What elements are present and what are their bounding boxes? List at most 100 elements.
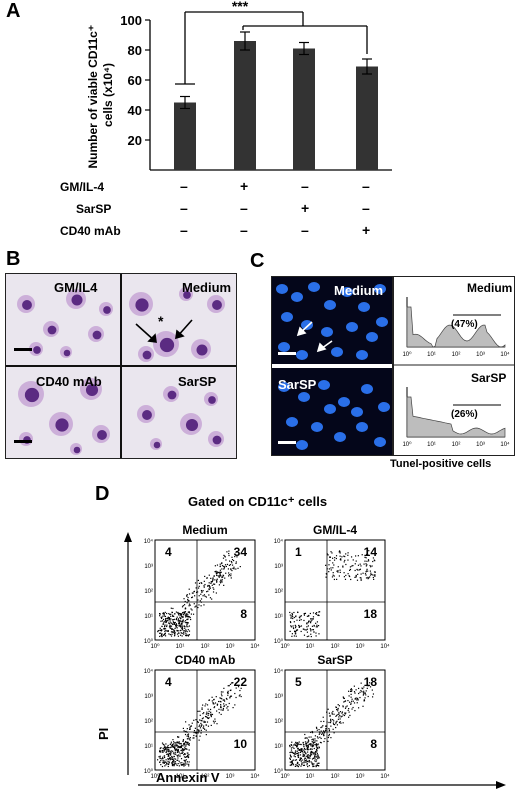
flow-dot [162, 760, 164, 762]
flow-dot [182, 745, 184, 747]
flow-dot [185, 742, 187, 744]
flow-dot [191, 592, 193, 594]
flow-dot [185, 633, 187, 635]
flow-dot [173, 623, 175, 625]
flow-dot [308, 635, 310, 637]
flow-dot [178, 632, 180, 634]
flow-dot [197, 721, 199, 723]
hist-title-sarsp: SarSP [471, 371, 507, 385]
flow-dot [171, 631, 173, 633]
flow-dot [298, 624, 300, 627]
flow-dot [289, 611, 291, 614]
flow-dot [317, 624, 320, 627]
flow-dot [312, 618, 315, 620]
flow-dot [290, 747, 293, 749]
flow-dot [294, 630, 296, 632]
flow-dot [169, 747, 171, 749]
flow-dot [229, 696, 231, 698]
flow-dot [176, 629, 178, 632]
flow-dot [360, 577, 362, 579]
flow-dot [368, 560, 370, 562]
flow-dots [157, 550, 241, 638]
flow-dot [234, 555, 236, 558]
flow-dot [306, 737, 308, 739]
flow-dot [363, 563, 365, 565]
flow-dot [330, 720, 332, 722]
flow-dot [228, 575, 230, 577]
flow-dot [212, 587, 214, 589]
flow-dot [182, 611, 184, 614]
flow-plot-frame [284, 669, 386, 771]
flow-dot [180, 745, 183, 748]
flow-dot [339, 571, 341, 574]
flow-dot [338, 705, 340, 707]
flow-dot [204, 721, 206, 723]
flow-dot [159, 747, 161, 749]
flow-dot [189, 728, 191, 730]
flow-dot [315, 743, 318, 745]
flow-dot [213, 588, 215, 590]
flow-dot [184, 753, 186, 755]
flow-dot [311, 625, 314, 627]
flow-dot [330, 725, 332, 727]
flow-dot [315, 743, 317, 746]
flow-dot [170, 622, 172, 624]
flow-dot [300, 630, 302, 633]
flow-dot [333, 713, 335, 715]
flow-dot [291, 760, 293, 762]
flow-dot [289, 744, 291, 747]
nucleus [334, 432, 346, 442]
flow-dot [174, 621, 176, 624]
flow-dot [187, 755, 189, 757]
flow-dot [186, 742, 188, 744]
flow-dot [307, 749, 309, 751]
flow-dot [174, 762, 176, 764]
flow-dot [314, 756, 316, 758]
flow-dot [295, 746, 298, 748]
flow-dot [168, 761, 170, 763]
flow-dot [317, 747, 319, 750]
flow-dot [198, 582, 201, 584]
flow-dot [185, 613, 187, 615]
flow-dot [311, 741, 313, 743]
flow-dot [166, 762, 168, 765]
flow-dot [186, 761, 189, 763]
flow-dot [178, 741, 180, 743]
flow-dot [235, 687, 237, 689]
flow-dot [181, 616, 183, 618]
mark-r1-c0: – [180, 200, 188, 216]
flow-dot [170, 751, 172, 753]
flow-dot [316, 756, 318, 758]
flow-dot [177, 754, 179, 756]
flow-dot [294, 756, 296, 758]
flow-dot [163, 612, 165, 615]
flow-dot [317, 614, 319, 617]
flow-dot [219, 572, 221, 574]
asterisk-marker: * [158, 313, 164, 329]
flow-dot [162, 623, 164, 625]
flow-dot [308, 759, 310, 762]
flow-dot [180, 752, 183, 754]
histogram-sarsp: 10⁰ 10¹ 10² 10³ 10⁴ [402, 387, 510, 448]
flow-dot [170, 613, 172, 615]
flow-dot [182, 739, 185, 741]
flow-dot [290, 616, 292, 618]
micro-label-gmil4: GM/IL4 [54, 280, 98, 295]
flow-dot [188, 634, 191, 636]
flow-dot [218, 571, 220, 573]
flow-dot [362, 572, 364, 574]
flow-dot [183, 744, 186, 746]
flow-dot [291, 741, 293, 743]
nucleus [318, 380, 330, 390]
stained-cells [17, 287, 225, 455]
flow-dot [171, 763, 173, 766]
flow-dot [312, 741, 314, 744]
flow-dot [185, 626, 187, 628]
flow-dot [170, 750, 172, 752]
flow-dot [306, 623, 308, 625]
flow-dot [210, 713, 212, 715]
flow-dot [173, 755, 175, 758]
flow-dot [159, 627, 161, 629]
flow-dot [165, 746, 167, 748]
flow-dot [161, 625, 163, 628]
